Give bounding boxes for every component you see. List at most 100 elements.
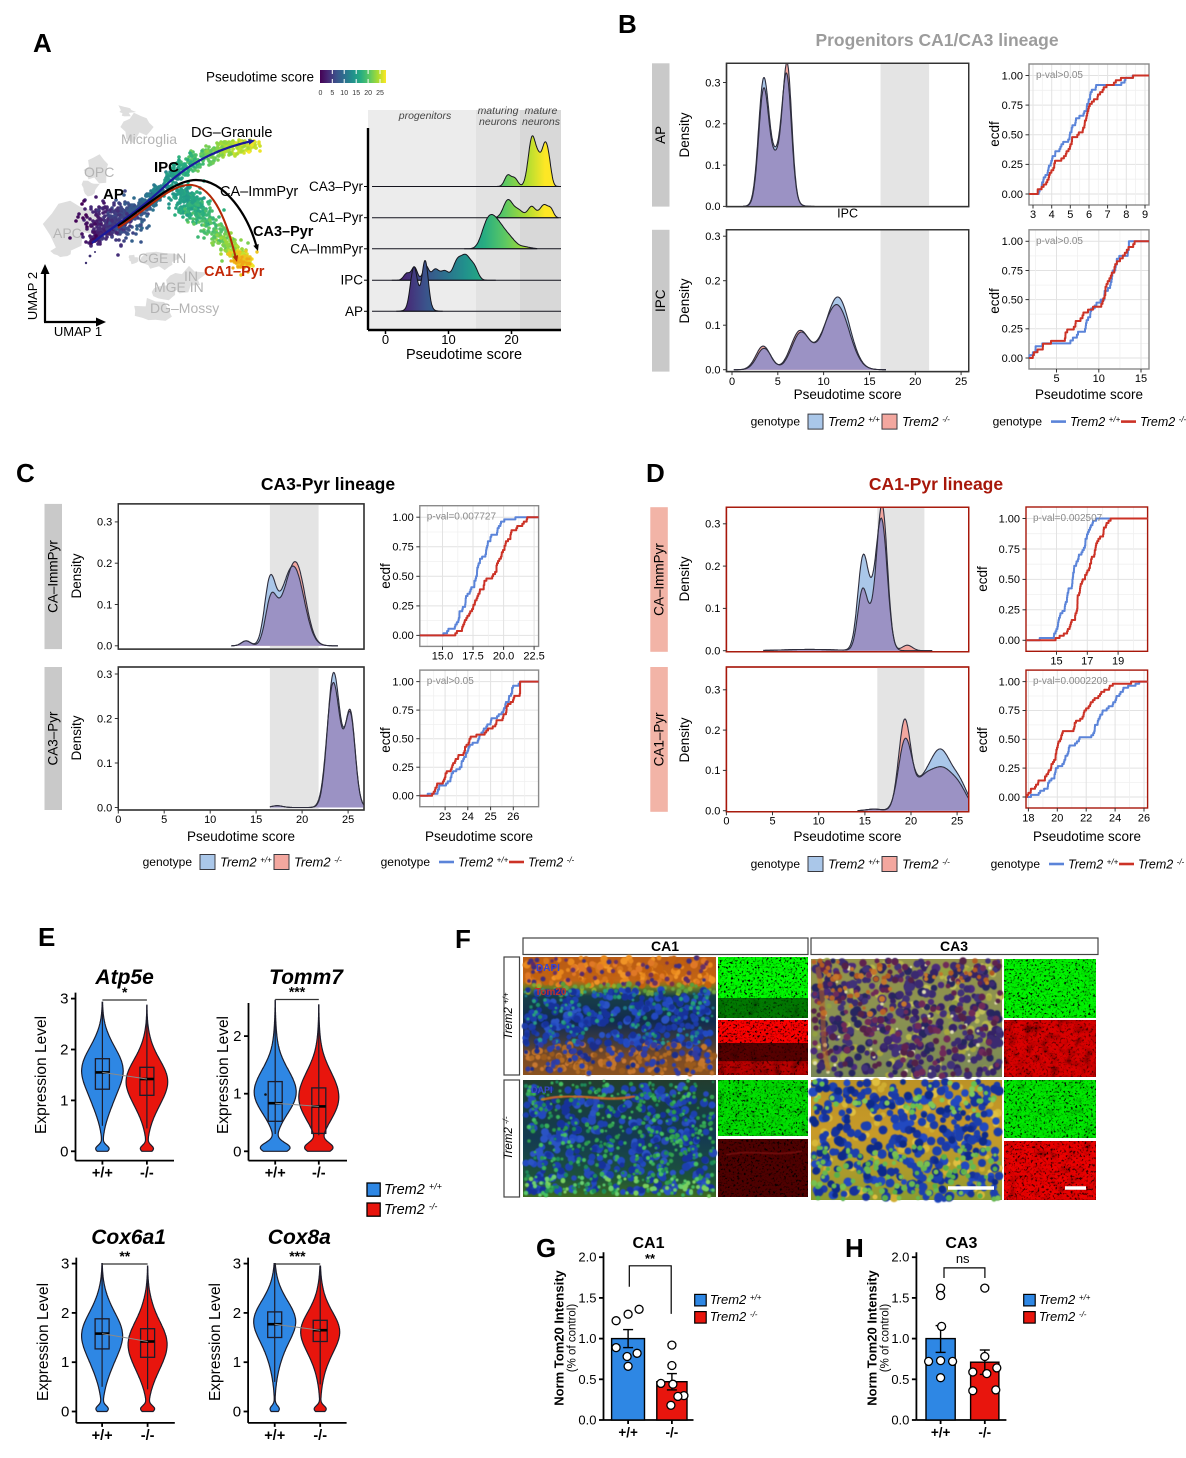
svg-text:Density: Density xyxy=(69,553,84,598)
svg-text:0.2: 0.2 xyxy=(705,119,720,131)
svg-text:C: C xyxy=(16,458,35,488)
svg-text:20: 20 xyxy=(909,376,921,388)
svg-text:0.0: 0.0 xyxy=(97,641,112,653)
svg-text:0.00: 0.00 xyxy=(392,791,413,803)
svg-text:D: D xyxy=(646,458,665,488)
svg-text:A: A xyxy=(33,28,52,58)
svg-text:+/+: +/+ xyxy=(265,1166,286,1182)
svg-text:-/-: -/- xyxy=(141,1428,155,1444)
svg-text:8: 8 xyxy=(1123,209,1129,221)
svg-text:0.75: 0.75 xyxy=(392,705,413,717)
svg-text:***: *** xyxy=(289,1248,306,1264)
svg-text:p-val=0.007727: p-val=0.007727 xyxy=(427,512,497,523)
svg-text:0: 0 xyxy=(729,376,735,388)
svg-text:-/-: -/- xyxy=(140,1166,154,1182)
svg-text:22: 22 xyxy=(1080,813,1092,825)
svg-text:neurons: neurons xyxy=(479,116,518,128)
svg-text:p-val=0.0002209: p-val=0.0002209 xyxy=(1033,676,1108,687)
svg-text:0.75: 0.75 xyxy=(999,705,1020,717)
svg-text:genotype: genotype xyxy=(751,857,801,871)
svg-text:0.2: 0.2 xyxy=(97,713,112,725)
svg-text:0.2: 0.2 xyxy=(705,561,720,573)
svg-text:0.00: 0.00 xyxy=(999,792,1020,804)
svg-text:neurons: neurons xyxy=(522,116,561,128)
svg-text:OPC: OPC xyxy=(84,164,114,180)
svg-text:10: 10 xyxy=(340,90,348,97)
svg-text:5: 5 xyxy=(330,90,334,97)
svg-text:24: 24 xyxy=(1109,813,1121,825)
svg-text:0.25: 0.25 xyxy=(392,762,413,774)
svg-text:0.3: 0.3 xyxy=(97,517,112,529)
svg-text:p-val>0.05: p-val>0.05 xyxy=(1036,70,1083,81)
svg-text:IPC: IPC xyxy=(340,273,363,288)
svg-text:p-val>0.05: p-val>0.05 xyxy=(427,676,474,687)
svg-text:1: 1 xyxy=(61,1354,69,1371)
svg-text:UMAP 2: UMAP 2 xyxy=(25,272,40,320)
svg-text:CA1–Pyr: CA1–Pyr xyxy=(309,210,364,225)
svg-text:Tom20: Tom20 xyxy=(535,987,567,998)
svg-text:Atp5e: Atp5e xyxy=(94,966,154,989)
svg-text:1: 1 xyxy=(233,1354,241,1371)
svg-text:15: 15 xyxy=(863,376,875,388)
svg-text:Trem2 -/-: Trem2 -/- xyxy=(1140,415,1186,429)
svg-text:0: 0 xyxy=(233,1404,241,1421)
svg-text:CA3-Pyr lineage: CA3-Pyr lineage xyxy=(261,474,395,494)
svg-text:10: 10 xyxy=(813,816,825,828)
svg-text:0.50: 0.50 xyxy=(999,734,1020,746)
svg-text:0.2: 0.2 xyxy=(97,558,112,570)
svg-text:Density: Density xyxy=(677,278,692,323)
svg-text:Pseudotime score: Pseudotime score xyxy=(794,387,902,402)
svg-text:0.00: 0.00 xyxy=(392,630,413,642)
svg-text:Progenitors CA1/CA3 lineage: Progenitors CA1/CA3 lineage xyxy=(815,30,1058,50)
svg-text:0.00: 0.00 xyxy=(999,635,1020,647)
svg-text:0: 0 xyxy=(60,1143,68,1160)
svg-text:4: 4 xyxy=(1049,209,1055,221)
svg-text:0.50: 0.50 xyxy=(1002,130,1023,142)
svg-text:20.0: 20.0 xyxy=(493,651,514,663)
svg-text:0.2: 0.2 xyxy=(705,725,720,737)
svg-text:ecdf: ecdf xyxy=(975,566,990,592)
svg-text:0.2: 0.2 xyxy=(705,276,720,288)
svg-text:G: G xyxy=(536,1233,556,1263)
svg-text:Expression Level: Expression Level xyxy=(35,1283,52,1401)
svg-text:5: 5 xyxy=(1053,373,1059,385)
svg-text:Trem2 -/-: Trem2 -/- xyxy=(902,414,950,429)
svg-text:25: 25 xyxy=(951,816,963,828)
svg-text:7: 7 xyxy=(1105,209,1111,221)
svg-text:CA–ImmPyr: CA–ImmPyr xyxy=(290,241,363,256)
svg-text:CA1-Pyr lineage: CA1-Pyr lineage xyxy=(869,474,1003,494)
svg-text:Density: Density xyxy=(677,556,692,601)
svg-text:Pseudotime score: Pseudotime score xyxy=(1035,387,1143,402)
svg-text:0.3: 0.3 xyxy=(97,669,112,681)
svg-text:0.0: 0.0 xyxy=(705,646,720,658)
svg-text:17: 17 xyxy=(1081,655,1093,667)
svg-text:0.3: 0.3 xyxy=(705,685,720,697)
svg-text:20: 20 xyxy=(905,816,917,828)
svg-text:15.0: 15.0 xyxy=(432,651,453,663)
svg-text:5: 5 xyxy=(775,376,781,388)
svg-text:AP: AP xyxy=(103,186,124,203)
svg-text:0.3: 0.3 xyxy=(705,77,720,89)
svg-text:CA–ImmPyr: CA–ImmPyr xyxy=(651,543,666,616)
svg-text:DG–Granule: DG–Granule xyxy=(191,125,272,141)
svg-text:1.00: 1.00 xyxy=(392,512,413,524)
svg-text:3: 3 xyxy=(61,1256,69,1273)
svg-text:1.00: 1.00 xyxy=(392,676,413,688)
svg-text:Pseudotime score: Pseudotime score xyxy=(406,347,522,363)
svg-text:DAPI: DAPI xyxy=(536,963,560,974)
svg-text:genotype: genotype xyxy=(993,415,1043,429)
svg-text:2: 2 xyxy=(60,1042,68,1059)
svg-text:1.00: 1.00 xyxy=(999,513,1020,525)
svg-text:5: 5 xyxy=(769,816,775,828)
svg-text:Density: Density xyxy=(69,715,84,760)
svg-text:26: 26 xyxy=(1138,813,1150,825)
svg-text:Expression Level: Expression Level xyxy=(33,1016,50,1134)
svg-text:1: 1 xyxy=(60,1092,68,1109)
svg-text:Cox8a: Cox8a xyxy=(268,1226,331,1249)
svg-text:APC: APC xyxy=(53,225,82,241)
svg-text:0.75: 0.75 xyxy=(392,542,413,554)
svg-text:CA–ImmPyr: CA–ImmPyr xyxy=(220,184,298,200)
svg-text:**: ** xyxy=(119,1248,130,1264)
svg-text:Trem2 +/+: Trem2 +/+ xyxy=(1070,415,1121,429)
svg-text:B: B xyxy=(618,9,637,39)
